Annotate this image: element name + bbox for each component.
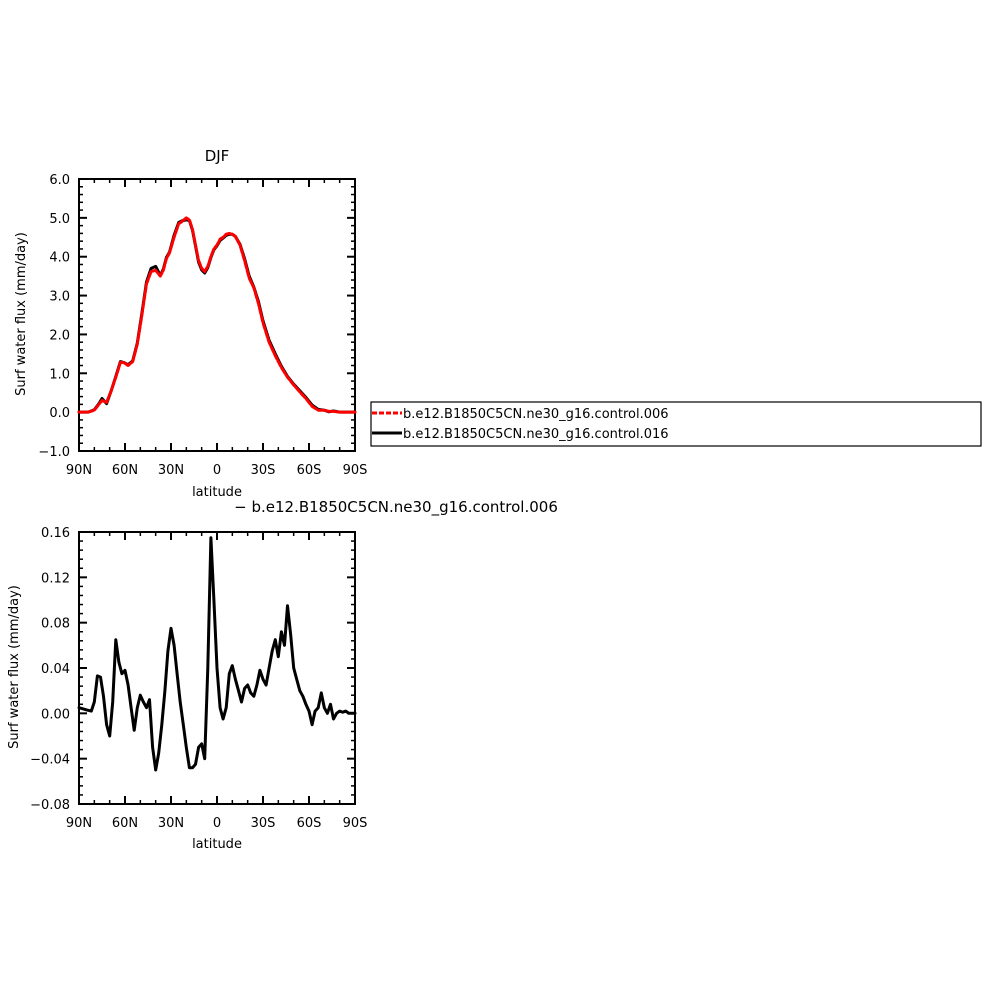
top-y-tick-label: 1.0 <box>49 367 70 382</box>
bottom-y-tick-label: −0.08 <box>30 798 70 813</box>
legend-entry-control-006: b.e12.B1850C5CN.ne30_g16.control.006 <box>403 407 669 422</box>
top-series-line-0 <box>77 216 357 414</box>
bottom-y-tick-label: 0.12 <box>41 571 70 586</box>
top-y-tick-label: 0.0 <box>49 406 70 421</box>
bottom-x-tick-label: 90N <box>66 816 92 831</box>
legend-entry-control-016: b.e12.B1850C5CN.ne30_g16.control.016 <box>403 427 669 442</box>
top-chart-title: DJF <box>205 147 230 165</box>
bottom-x-tick-label: 60N <box>112 816 138 831</box>
bottom-y-tick-label: −0.04 <box>30 753 70 768</box>
bottom-chart-x-tick-labels: 90N 60N 30N 0 30S 60S 90S <box>66 816 368 831</box>
bottom-chart-panel: − b.e12.B1850C5CN.ne30_g16.control.006 9… <box>7 498 558 852</box>
bottom-y-tick-label: 0.04 <box>41 662 70 677</box>
top-y-tick-label: 6.0 <box>49 173 70 188</box>
bottom-x-tick-label: 0 <box>213 816 221 831</box>
bottom-chart-y-axis-label: Surf water flux (mm/day) <box>7 585 22 749</box>
top-y-tick-label: 3.0 <box>49 290 70 305</box>
bottom-x-tick-label: 60S <box>297 816 322 831</box>
top-y-tick-label: −1.0 <box>38 445 70 460</box>
top-x-tick-label: 0 <box>213 463 221 478</box>
top-chart-plot-area <box>77 178 357 452</box>
bottom-chart-title: − b.e12.B1850C5CN.ne30_g16.control.006 <box>234 498 558 517</box>
top-y-tick-label: 4.0 <box>49 251 70 266</box>
top-chart-y-axis-label: Surf water flux (mm/day) <box>14 232 29 396</box>
chart-legend: b.e12.B1850C5CN.ne30_g16.control.006 b.e… <box>370 401 982 447</box>
bottom-x-tick-label: 90S <box>343 816 368 831</box>
bottom-chart-x-axis-label: latitude <box>192 837 242 852</box>
top-chart-panel: DJF 90N 60N 30N 0 30S 60S 90S −1.0 0.0 1.0 2.0 3.0… <box>14 147 367 500</box>
top-y-tick-label: 5.0 <box>49 212 70 227</box>
bottom-chart-y-tick-labels: −0.08 −0.04 0.00 0.04 0.08 0.12 0.16 <box>30 526 70 813</box>
bottom-y-tick-label: 0.16 <box>41 526 70 541</box>
top-chart-x-tick-labels: 90N 60N 30N 0 30S 60S 90S <box>66 463 368 478</box>
top-x-tick-label: 90S <box>343 463 368 478</box>
top-chart-frame <box>78 178 356 452</box>
top-y-tick-label: 2.0 <box>49 328 70 343</box>
bottom-y-tick-label: 0.08 <box>41 617 70 632</box>
bottom-chart-plot-area <box>77 531 357 805</box>
top-x-tick-label: 30S <box>251 463 276 478</box>
bottom-series-line-0 <box>77 536 357 772</box>
bottom-x-tick-label: 30N <box>158 816 184 831</box>
top-x-tick-label: 60N <box>112 463 138 478</box>
top-x-tick-label: 90N <box>66 463 92 478</box>
top-chart-y-tick-labels: −1.0 0.0 1.0 2.0 3.0 4.0 5.0 6.0 <box>38 173 70 460</box>
top-series-line-1 <box>77 218 357 414</box>
bottom-x-tick-label: 30S <box>251 816 276 831</box>
top-x-tick-label: 60S <box>297 463 322 478</box>
top-chart-x-axis-label: latitude <box>192 485 242 500</box>
top-x-tick-label: 30N <box>158 463 184 478</box>
bottom-y-tick-label: 0.00 <box>41 707 70 722</box>
legend-box <box>370 401 982 447</box>
